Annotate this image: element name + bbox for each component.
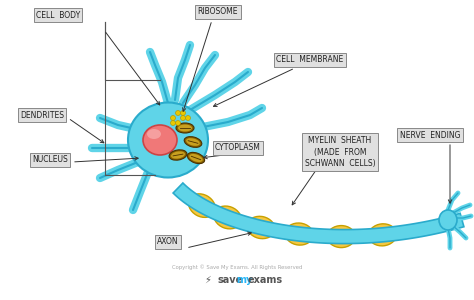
Ellipse shape — [171, 151, 185, 159]
Circle shape — [175, 121, 181, 125]
Polygon shape — [173, 183, 464, 244]
Text: Copyright © Save My Exams. All Rights Reserved: Copyright © Save My Exams. All Rights Re… — [172, 264, 302, 270]
Text: MYELIN  SHEATH
(MADE  FROM
SCHWANN  CELLS): MYELIN SHEATH (MADE FROM SCHWANN CELLS) — [305, 136, 375, 168]
Text: my: my — [236, 275, 252, 285]
Text: NERVE  ENDING: NERVE ENDING — [400, 130, 460, 140]
Text: RIBOSOME: RIBOSOME — [198, 8, 238, 16]
Ellipse shape — [176, 123, 194, 133]
Ellipse shape — [169, 150, 187, 160]
Ellipse shape — [214, 206, 241, 229]
Ellipse shape — [369, 224, 397, 246]
Text: AXON: AXON — [157, 238, 179, 247]
Text: CELL  BODY: CELL BODY — [36, 11, 80, 20]
Ellipse shape — [147, 129, 161, 139]
Text: ⚡: ⚡ — [205, 275, 211, 285]
Circle shape — [181, 116, 185, 121]
Text: save: save — [218, 275, 243, 285]
Text: NUCLEUS: NUCLEUS — [32, 155, 68, 164]
Circle shape — [171, 121, 175, 125]
Text: exams: exams — [248, 275, 283, 285]
Ellipse shape — [439, 210, 457, 230]
Text: CYTOPLASM: CYTOPLASM — [215, 143, 261, 152]
Ellipse shape — [128, 103, 208, 178]
Ellipse shape — [186, 138, 200, 146]
Ellipse shape — [327, 226, 355, 247]
Ellipse shape — [187, 152, 205, 164]
Text: CELL  MEMBRANE: CELL MEMBRANE — [276, 56, 344, 64]
Circle shape — [171, 116, 175, 121]
Circle shape — [181, 110, 185, 116]
Circle shape — [175, 110, 181, 116]
Circle shape — [185, 116, 191, 121]
Ellipse shape — [285, 223, 313, 245]
Ellipse shape — [189, 194, 215, 218]
Ellipse shape — [178, 124, 192, 131]
Text: DENDRITES: DENDRITES — [20, 110, 64, 119]
Ellipse shape — [247, 216, 275, 239]
Ellipse shape — [189, 154, 203, 162]
Ellipse shape — [184, 136, 202, 147]
Ellipse shape — [143, 125, 177, 155]
